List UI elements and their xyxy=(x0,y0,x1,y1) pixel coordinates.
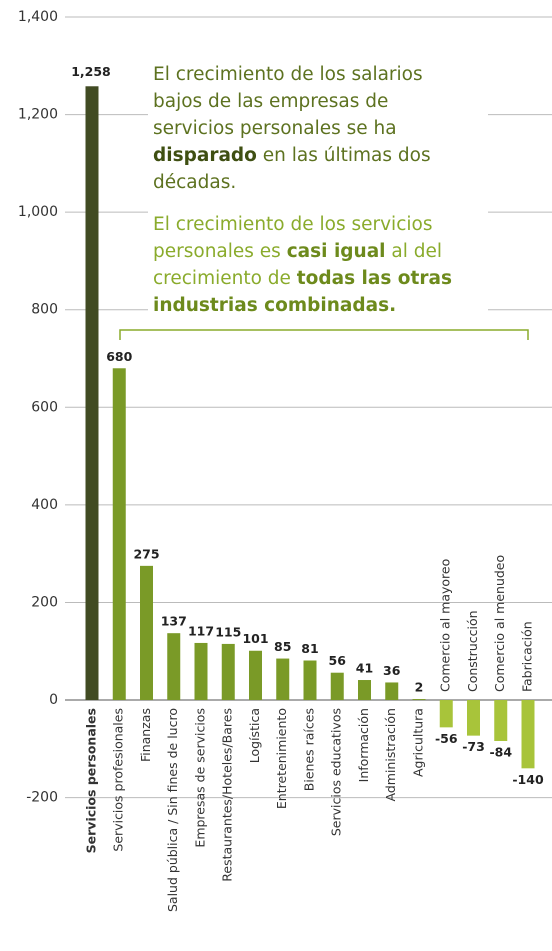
value-label: -73 xyxy=(462,739,485,754)
x-tick-label: Construcción xyxy=(465,610,480,692)
value-label: 101 xyxy=(242,631,268,646)
annotation-text: industrias combinadas. xyxy=(153,295,396,316)
x-tick-label: Restaurantes/Hoteles/Bares xyxy=(220,708,235,882)
x-tick-label: Bienes raíces xyxy=(302,708,317,791)
value-label: 275 xyxy=(133,546,159,561)
annotation-text: crecimiento de xyxy=(153,268,297,289)
bar xyxy=(467,700,480,736)
x-tick-label: Finanzas xyxy=(138,708,153,762)
y-tick-label: 1,000 xyxy=(18,204,58,220)
annotation-line: décadas. xyxy=(153,172,236,193)
bar xyxy=(330,672,344,701)
annotation-text: bajos de las empresas de xyxy=(153,91,388,112)
bar xyxy=(494,700,508,742)
bar xyxy=(140,565,153,701)
value-label: 2 xyxy=(415,680,424,695)
value-label: 117 xyxy=(188,623,214,638)
bar xyxy=(221,643,235,701)
bar xyxy=(249,650,262,701)
value-label: 81 xyxy=(301,641,318,656)
value-label: 56 xyxy=(329,653,347,668)
annotation-background xyxy=(148,58,488,326)
bar xyxy=(303,660,317,701)
x-tick-label: Comercio al mayoreo xyxy=(438,559,453,692)
annotation-line: industrias combinadas. xyxy=(153,295,396,316)
value-label: -56 xyxy=(435,731,458,746)
bar xyxy=(85,86,99,701)
annotation-text: todas las otras xyxy=(297,268,452,289)
y-tick-label: 400 xyxy=(31,497,58,513)
bar xyxy=(358,680,371,701)
annotation-line: El crecimiento de los servicios xyxy=(153,214,432,235)
x-tick-label: Fabricación xyxy=(520,621,535,692)
y-tick-label: -200 xyxy=(26,790,58,806)
bar xyxy=(167,633,181,701)
annotation-line: El crecimiento de los salarios xyxy=(153,64,423,85)
y-tick-label: 1,200 xyxy=(18,107,58,123)
bar xyxy=(276,658,290,701)
annotation-line: bajos de las empresas de xyxy=(153,91,388,112)
bar xyxy=(385,682,399,701)
x-tick-label: Logística xyxy=(247,708,262,763)
value-label: 680 xyxy=(106,349,132,364)
bar xyxy=(439,700,453,728)
annotation-text: al del xyxy=(386,241,443,262)
value-label: -84 xyxy=(489,745,512,760)
annotation-text: décadas. xyxy=(153,172,236,193)
y-tick-label: 1,400 xyxy=(18,9,58,25)
annotation-text: disparado xyxy=(153,145,257,166)
value-label: 115 xyxy=(215,624,241,639)
x-tick-label: Servicios profesionales xyxy=(111,708,126,852)
annotation-line: crecimiento de todas las otras xyxy=(153,268,452,289)
value-label: -140 xyxy=(512,772,544,787)
value-label: 41 xyxy=(356,661,373,676)
annotation-text: casi igual xyxy=(287,241,386,262)
bar xyxy=(521,700,535,769)
x-tick-label: Agricultura xyxy=(411,708,426,777)
x-tick-label: Servicios educativos xyxy=(329,708,344,836)
x-tick-label: Administración xyxy=(383,708,398,801)
value-label: 1,258 xyxy=(71,64,111,79)
x-tick-label: Entretenimiento xyxy=(274,708,289,809)
y-tick-label: 600 xyxy=(31,399,58,415)
value-label: 137 xyxy=(161,614,187,629)
x-tick-label: Servicios personales xyxy=(84,708,99,853)
annotation-text: en las últimas dos xyxy=(257,145,431,166)
annotation-line: personales es casi igual al del xyxy=(153,241,442,262)
y-tick-label: 200 xyxy=(31,594,58,610)
bracket xyxy=(119,329,529,340)
bar xyxy=(412,699,426,701)
y-tick-label: 0 xyxy=(49,692,58,708)
annotation-text: personales es xyxy=(153,241,287,262)
x-tick-label: Empresas de servicios xyxy=(193,708,208,848)
value-label: 36 xyxy=(383,663,401,678)
bar xyxy=(194,642,208,701)
bar xyxy=(112,368,126,701)
annotation-line: disparado en las últimas dos xyxy=(153,145,431,166)
annotations: El crecimiento de los salarios bajos de l… xyxy=(148,58,488,326)
x-tick-label: Información xyxy=(356,708,371,782)
annotation-line: servicios personales se ha xyxy=(153,118,397,139)
x-tick-label: Salud pública / Sin fines de lucro xyxy=(165,708,180,912)
value-label: 85 xyxy=(274,639,291,654)
annotation-text: El crecimiento de los servicios xyxy=(153,214,432,235)
y-tick-label: 800 xyxy=(31,302,58,318)
annotation-text: El crecimiento de los salarios xyxy=(153,64,423,85)
x-tick-label: Comercio al menudeo xyxy=(492,555,507,692)
annotation-text: servicios personales se ha xyxy=(153,118,397,139)
